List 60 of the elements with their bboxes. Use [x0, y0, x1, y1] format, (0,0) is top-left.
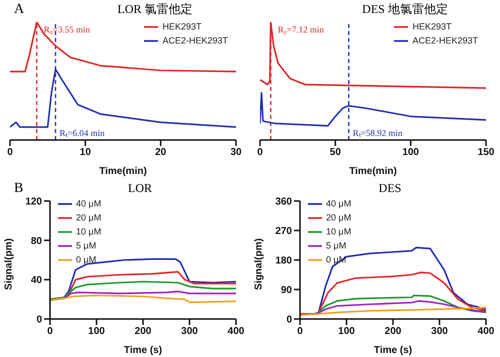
chart-title: LOR 氯雷他定 [118, 2, 192, 16]
line-series [50, 294, 236, 303]
legend-label: 5 μM [326, 240, 346, 250]
text: A [14, 2, 24, 18]
x-tick-label: 200 [384, 326, 402, 337]
y-tick-label: 90 [280, 284, 292, 296]
x-tick-label: 50 [330, 147, 342, 158]
chart-title: DES [378, 180, 402, 196]
y-axis-title: Signal(pm) [254, 238, 265, 290]
legend-label: 20 μM [326, 212, 352, 222]
x-tick-label: 10 [80, 147, 92, 158]
x-tick-label: 400 [228, 326, 245, 337]
legend-label: ACE2-HEK293T [412, 35, 478, 46]
line-series [300, 300, 486, 314]
y-tick-label: 180 [275, 255, 292, 266]
legend-label: HEK293T [162, 21, 202, 32]
legend-label: ACE2-HEK293T [162, 35, 228, 46]
y-tick-label: 120 [25, 196, 42, 208]
x-tick-label: 150 [478, 147, 495, 158]
x-tick-label: 400 [478, 326, 495, 337]
ref-line-label: Rₜ=6.04 min [60, 128, 106, 138]
text: B [14, 180, 24, 196]
x-tick-label: 300 [181, 326, 198, 337]
y-tick-label: 0 [286, 314, 292, 326]
x-tick-label: 100 [338, 326, 356, 337]
legend-label: 10 μM [76, 226, 102, 236]
x-tick-label: 200 [134, 326, 152, 337]
x-tick-label: 100 [402, 147, 420, 158]
chart-title: LOR [128, 180, 152, 194]
x-tick-label: 0 [7, 147, 14, 158]
x-tick-label: 0 [47, 326, 54, 337]
chart-title: DES 地氯雷他定 [361, 1, 449, 18]
x-axis-title: Time(min) [99, 166, 147, 177]
x-tick-label: 20 [155, 147, 167, 158]
line-series [300, 306, 486, 316]
legend-label: 0 μM [76, 254, 96, 264]
y-axis-title: Signal(pm) [4, 238, 15, 290]
legend-label: 5 μM [76, 240, 96, 250]
line-series [50, 280, 236, 300]
y-tick-label: 270 [275, 226, 292, 237]
ref-line-label: R₀=3.55 min [44, 24, 90, 34]
x-axis-title: Time (s) [374, 344, 412, 356]
legend-label: HEK293T [412, 21, 452, 32]
x-tick-label: 0 [297, 326, 304, 337]
y-tick-label: 360 [275, 196, 292, 208]
y-tick-label: 0 [36, 314, 42, 326]
ref-line-label: Rₜ=58.92 min [352, 128, 403, 138]
x-tick-label: 0 [257, 147, 264, 158]
x-tick-label: 300 [431, 326, 448, 337]
legend-label: 10 μM [326, 226, 352, 236]
x-tick-label: 30 [230, 147, 242, 158]
legend-label: 40 μM [326, 198, 352, 208]
x-axis-title: Time (s) [124, 344, 162, 356]
y-tick-label: 80 [30, 235, 42, 246]
ref-line-label: R₀=7.12 min [278, 24, 324, 34]
x-tick-label: 100 [88, 326, 106, 337]
x-axis-title: Time(min) [349, 166, 397, 177]
y-tick-label: 40 [30, 274, 42, 286]
legend-label: 40 μM [76, 198, 102, 208]
legend-label: 20 μM [76, 212, 102, 222]
